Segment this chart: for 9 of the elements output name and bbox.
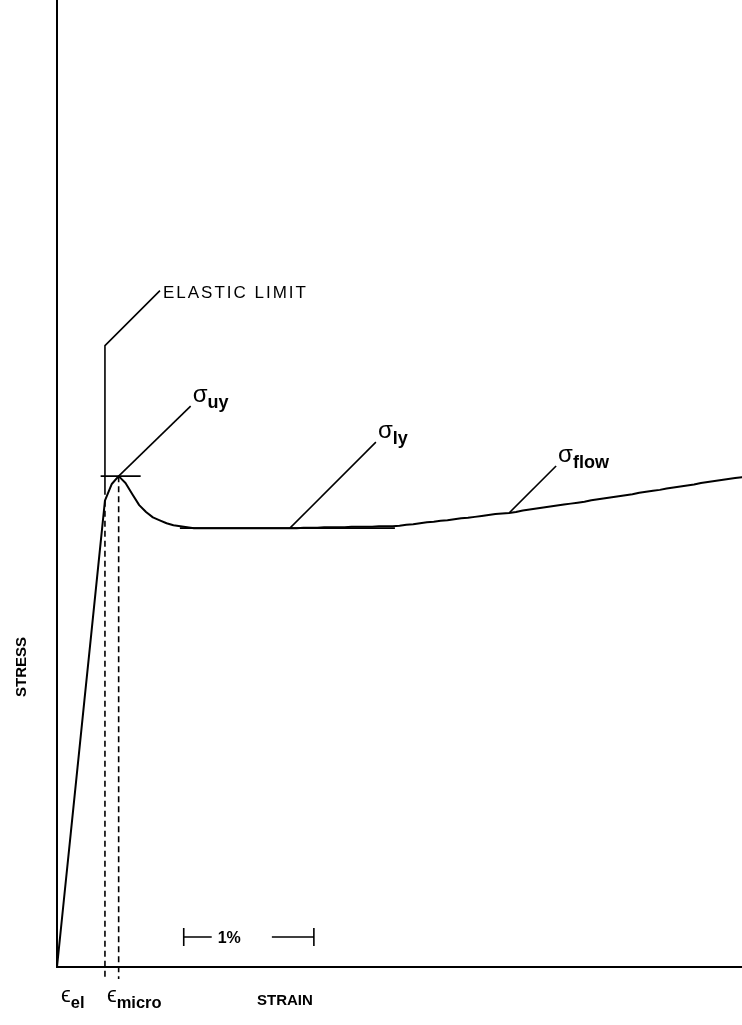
y-axis-title: STRESS <box>12 636 29 698</box>
text: σ$_{uy}$ <box>192 380 229 413</box>
text: ϵ$_{el}$ <box>61 982 85 1011</box>
text: ϵ$_{micro}$ <box>106 982 162 1011</box>
text: ELASTIC LIMIT <box>162 282 308 302</box>
annotation: 1% <box>217 929 241 946</box>
x-axis-title: STRAIN <box>257 991 313 1008</box>
text: σ$_{flow}$ <box>558 439 610 473</box>
text: σ$_{ly}$ <box>377 416 408 449</box>
